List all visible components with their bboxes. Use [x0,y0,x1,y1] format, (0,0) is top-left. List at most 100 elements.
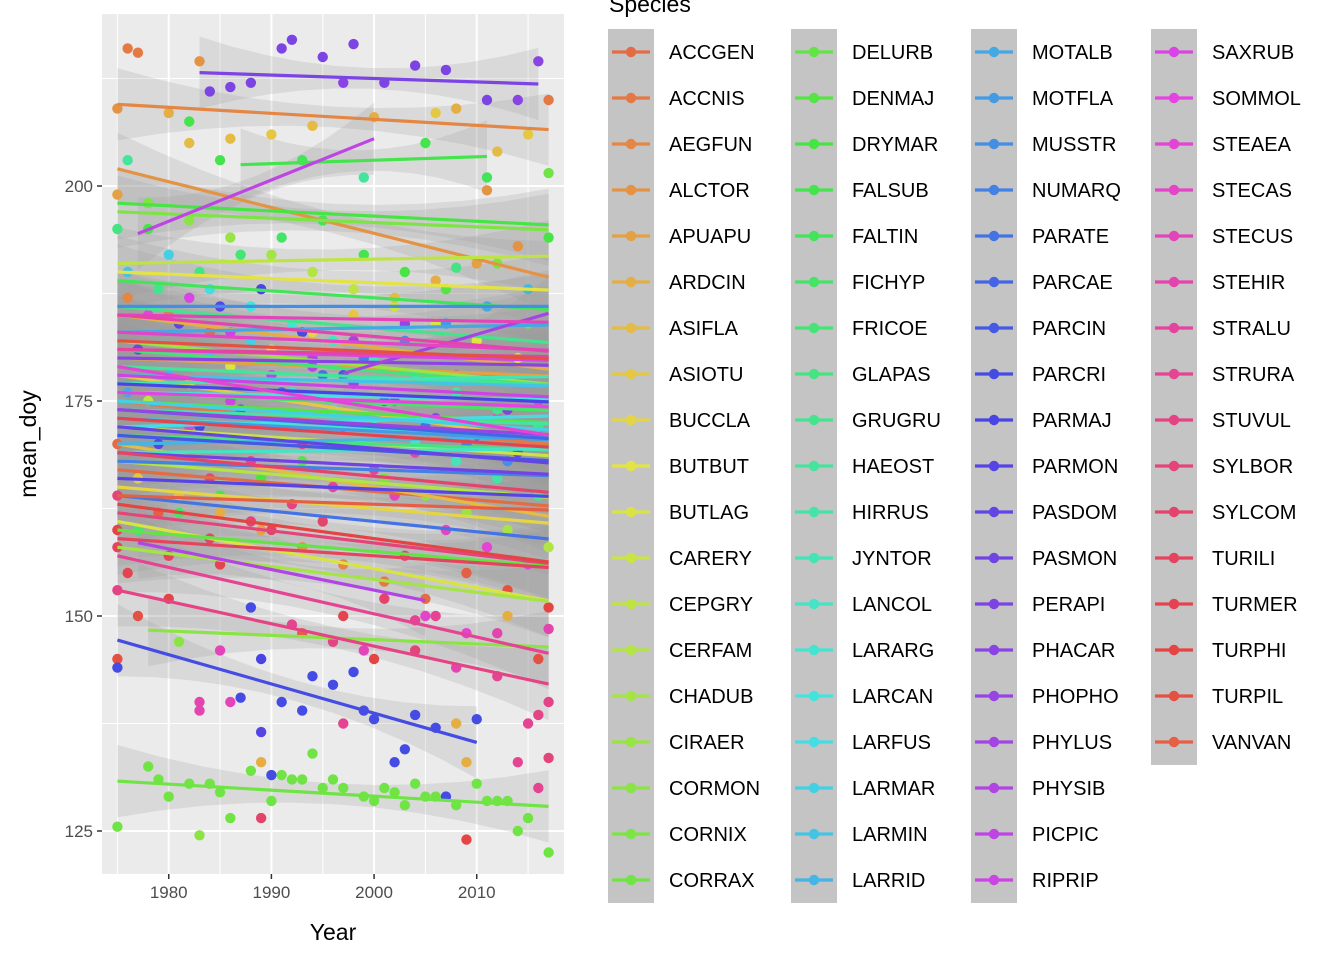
legend-item-sommol: SOMMOL [1155,88,1301,110]
legend-key-dot [1168,368,1180,380]
point-corrax [266,795,277,807]
legend-label: PHYLUS [1032,732,1112,754]
legend-key-dot [988,782,1000,794]
legend-key-dot [988,506,1000,518]
legend-item-motalb: MOTALB [975,42,1113,64]
point-chadub [266,249,277,260]
point-strura [338,718,349,729]
legend-key-dot [808,184,820,196]
point-stecus [214,645,226,656]
legend-key-dot [988,276,1000,288]
point-corrax [368,795,380,807]
legend-label: GRUGRU [852,410,941,432]
point-corrax [379,782,390,794]
point-asifla [225,133,236,144]
legend-item-pasdom: PASDOM [975,502,1117,524]
point-stuvul [533,709,544,721]
point-phacar [338,77,349,89]
legend-label: LANCOL [852,594,932,616]
point-jyntor [451,456,462,467]
legend-label: LARMAR [852,778,935,800]
legend-label: PARMON [1032,456,1118,478]
legend-label: CORRAX [669,870,755,892]
legend-key-dot [1168,230,1180,242]
point-turphi [461,834,472,845]
point-accnis [122,43,133,54]
point-turphi [368,653,380,665]
legend-label: LARCAN [852,686,933,708]
legend-label: PASDOM [1032,502,1117,524]
trend-line-sylcom [117,451,549,494]
point-chadub [502,524,513,536]
trend-line-steaea [117,365,549,437]
point-stuvul [543,696,554,708]
legend-item-falsub: FALSUB [795,180,929,202]
trend-line-corrax [117,779,549,809]
legend-key-dot [625,644,637,656]
point-glapas [112,223,123,235]
point-falsub [420,137,431,149]
point-asiotu [430,107,441,119]
point-haeost [122,155,133,166]
legend-label: STUVUL [1212,410,1291,432]
legend-key-dot [808,46,820,58]
point-alctor [194,56,205,67]
trend-line-glapas [117,433,549,452]
point-asifla [307,120,318,131]
legend-key-dot [1168,598,1180,610]
legend-item-glapas: GLAPAS [795,364,931,386]
point-cormon [194,830,205,841]
legend-item-asiotu: ASIOTU [612,364,743,386]
point-falsub [358,249,369,260]
point-parcri [389,757,400,768]
legend-label: PHOPHO [1032,686,1119,708]
point-hirrus [492,473,503,484]
x-tick-label: 1990 [252,883,290,902]
legend-item-carery: CARERY [612,548,752,570]
legend-item-saxrub: SAXRUB [1155,42,1294,64]
point-falsub [184,116,195,127]
legend-item-cepgry: CEPGRY [612,594,753,616]
point-perapi [225,81,236,93]
legend-label: STEAEA [1212,134,1292,156]
legend-label: ASIOTU [669,364,743,386]
point-faltin [481,172,493,183]
legend-item-accgen: ACCGEN [612,42,755,64]
point-sylcom [255,812,267,824]
legend-item-parmon: PARMON [975,456,1118,478]
legend-item-steaea: STEAEA [1155,134,1292,156]
trend-line-strura [117,554,549,655]
point-strura [533,782,544,794]
legend-key-dot [808,552,820,564]
x-tick-label: 1980 [150,883,188,902]
trend-line-cerfam [117,459,549,499]
point-aegfun [122,292,133,303]
point-corrax [112,821,123,832]
trend-line-stecas [117,330,549,352]
point-corrax [471,778,482,789]
point-perapi [286,34,298,45]
legend-item-grugru: GRUGRU [795,410,941,432]
trend-line-parmon [117,476,549,499]
point-stehir [543,623,554,635]
point-perapi [317,51,328,63]
point-parcri [399,744,411,755]
point-ardcin [163,107,174,119]
point-ardcin [502,610,513,622]
legend-label: ACCGEN [669,42,755,64]
point-ardcin [255,757,267,768]
legend-key-dot [808,506,820,518]
point-parmon [255,726,267,738]
y-tick-label: 175 [65,392,93,411]
point-stecas [420,610,431,622]
legend-item-turpil: TURPIL [1155,686,1283,708]
trend-line-parcri [116,638,478,744]
point-corrax [143,761,154,772]
legend-key-dot [988,46,1000,58]
legend-item-stecas: STECAS [1155,180,1292,202]
point-strura [522,718,534,729]
y-tick-label: 150 [65,607,93,626]
legend-item-numarq: NUMARQ [975,180,1121,202]
legend-item-corrax: CORRAX [612,870,755,892]
point-corrax [276,769,287,781]
